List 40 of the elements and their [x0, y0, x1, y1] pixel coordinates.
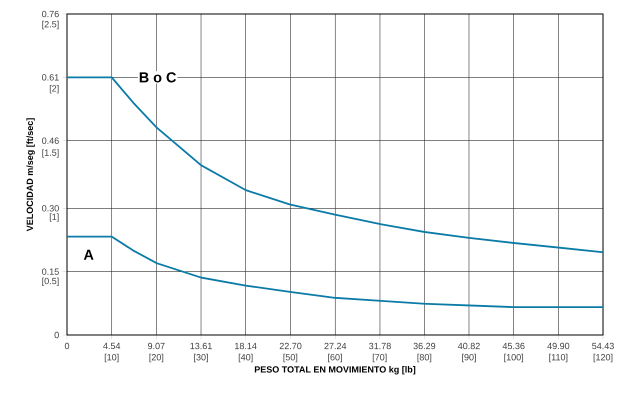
x-tick-label: 27.24 — [324, 342, 346, 350]
x-tick-label: 4.54 — [103, 342, 120, 350]
x2-tick-label: [90] — [462, 354, 476, 362]
y2-tick-label: [1.5] — [42, 149, 59, 158]
x2-tick-label: [50] — [283, 354, 298, 362]
x2-tick-label: [120] — [594, 354, 612, 362]
y2-tick-label: [2] — [50, 85, 59, 94]
y-tick-label: 0.15 — [42, 268, 59, 275]
x2-tick-label: [20] — [149, 354, 164, 362]
x2-tick-label: [70] — [372, 354, 387, 362]
x2-tick-label: [80] — [417, 354, 432, 362]
y-tick-label: 0.76 — [42, 10, 59, 18]
x2-tick-label: [40] — [238, 354, 253, 362]
x2-tick-label: [100] — [504, 354, 524, 362]
annotation: A — [84, 250, 94, 260]
y2-tick-label: [1] — [50, 213, 59, 222]
y-tick-label: 0 — [54, 332, 59, 338]
x-tick-label: 0 — [64, 342, 70, 350]
y-tick-label: 0.30 — [42, 205, 59, 212]
y-tick-label: 0.46 — [42, 138, 59, 144]
x2-tick-label: [30] — [194, 354, 208, 362]
x-axis-title: PESO TOTAL EN MOVIMIENTO kg [lb] — [254, 366, 416, 374]
x-tick-label: 18.14 — [235, 342, 257, 350]
annotation: B o C — [140, 72, 176, 82]
y2-tick-label: [0.5] — [42, 278, 59, 286]
x2-tick-label: [110] — [549, 354, 568, 362]
x2-tick-label: [60] — [328, 354, 342, 362]
x-tick-label: 22.70 — [280, 342, 302, 350]
x2-tick-label: [10] — [104, 354, 119, 362]
x-tick-label: 31.78 — [369, 342, 391, 350]
x-tick-label: 54.43 — [592, 342, 614, 350]
x-tick-label: 40.82 — [458, 342, 480, 350]
y2-tick-label: [2.5] — [42, 20, 59, 30]
x-tick-label: 49.90 — [547, 342, 570, 350]
x-tick-label: 36.29 — [413, 342, 436, 350]
x-tick-label: 13.61 — [190, 342, 212, 350]
x-tick-label: 45.36 — [502, 342, 525, 350]
y-axis-title: VELOCIDAD m/seg [ft/sec] — [26, 118, 35, 232]
x-tick-label: 9.07 — [148, 342, 165, 350]
y-tick-label: 0.61 — [42, 74, 59, 81]
